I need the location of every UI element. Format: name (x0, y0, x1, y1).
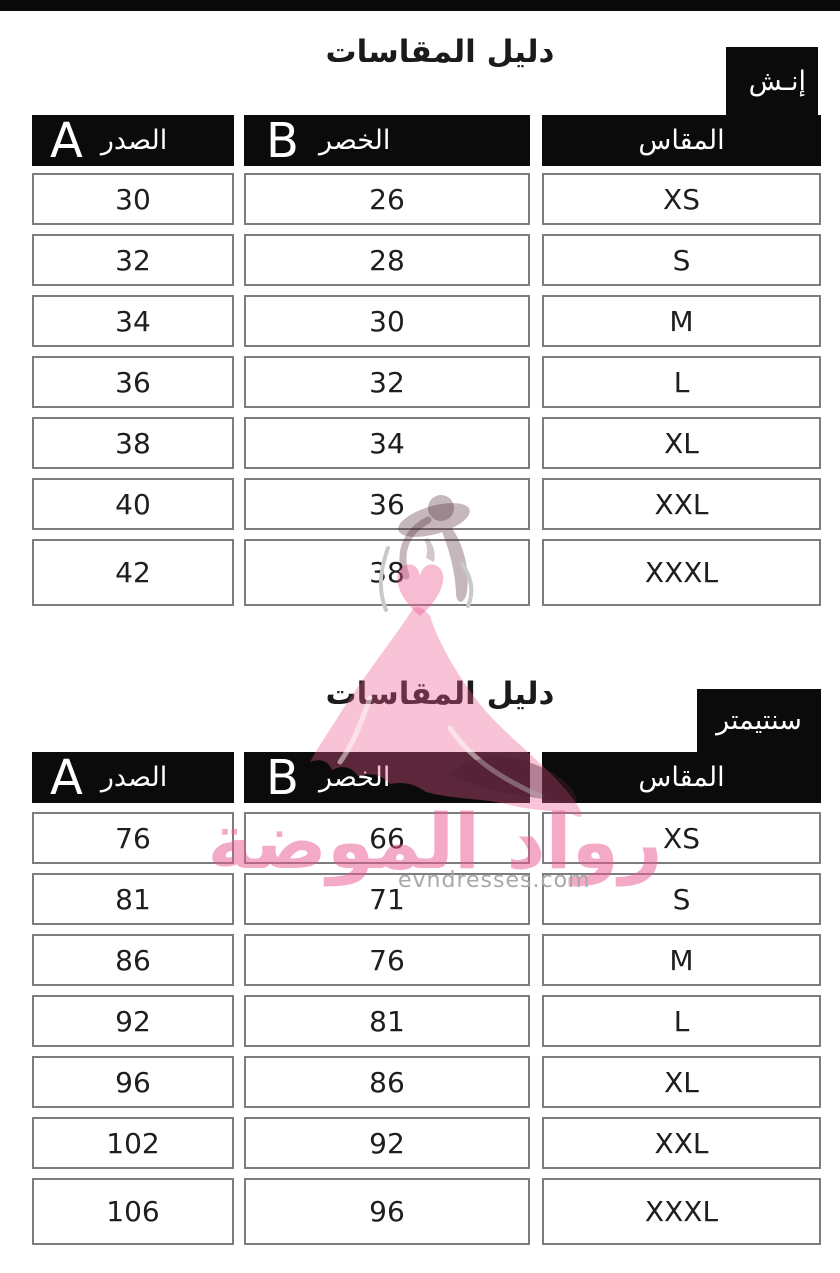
cell-chest: 40 (32, 478, 234, 530)
cell-waist: 66 (244, 812, 530, 864)
cell-chest: 34 (32, 295, 234, 347)
cell-waist: 76 (244, 934, 530, 986)
cell-chest: 86 (32, 934, 234, 986)
cell-chest: 30 (32, 173, 234, 225)
size-label: المقاس (638, 125, 725, 156)
cell-size: M (542, 295, 821, 347)
cell-waist: 81 (244, 995, 530, 1047)
cell-chest: 76 (32, 812, 234, 864)
cell-chest: 81 (32, 873, 234, 925)
chest-label: الصدر (100, 762, 168, 793)
chest-letter: A (50, 749, 83, 806)
table-row: 86 76 M (32, 934, 840, 986)
table-row: 96 86 XL (32, 1056, 840, 1108)
cell-size: S (542, 234, 821, 286)
cell-chest: 102 (32, 1117, 234, 1169)
header-waist: B الخصر (244, 752, 530, 803)
cell-chest: 38 (32, 417, 234, 469)
cell-size: XL (542, 417, 821, 469)
header-chest: A الصدر (32, 752, 234, 803)
table-row: 40 36 XXL (32, 478, 840, 530)
waist-letter: B (266, 112, 299, 169)
cell-size: L (542, 356, 821, 408)
unit-badge-cm: سنتيمتر (697, 689, 821, 752)
cell-waist: 92 (244, 1117, 530, 1169)
cell-size: XXL (542, 1117, 821, 1169)
cell-chest: 96 (32, 1056, 234, 1108)
table-row: 76 66 XS (32, 812, 840, 864)
cell-chest: 36 (32, 356, 234, 408)
cell-waist: 34 (244, 417, 530, 469)
table-row: 36 32 L (32, 356, 840, 408)
cell-waist: 32 (244, 356, 530, 408)
cell-waist: 38 (244, 539, 530, 606)
header-size: المقاس (542, 752, 821, 803)
section-title-inches: دليل المقاسات (325, 34, 555, 70)
table-header-inches: A الصدر B الخصر المقاس (0, 115, 840, 166)
top-bar (0, 0, 840, 11)
cell-chest: 106 (32, 1178, 234, 1245)
cell-waist: 71 (244, 873, 530, 925)
cell-size: XXXL (542, 1178, 821, 1245)
table-row: 92 81 L (32, 995, 840, 1047)
table-row: 38 34 XL (32, 417, 840, 469)
table-row: 32 28 S (32, 234, 840, 286)
cell-size: L (542, 995, 821, 1047)
cell-size: XL (542, 1056, 821, 1108)
table-row: 106 96 XXXL (32, 1178, 840, 1245)
cell-waist: 86 (244, 1056, 530, 1108)
cell-size: XS (542, 173, 821, 225)
table-header-cm: A الصدر B الخصر المقاس (0, 752, 840, 803)
cell-chest: 92 (32, 995, 234, 1047)
waist-label: الخصر (318, 762, 391, 793)
header-waist: B الخصر (244, 115, 530, 166)
table-row: 102 92 XXL (32, 1117, 840, 1169)
cell-waist: 30 (244, 295, 530, 347)
cell-chest: 32 (32, 234, 234, 286)
cell-waist: 96 (244, 1178, 530, 1245)
cell-size: XS (542, 812, 821, 864)
size-label: المقاس (638, 762, 725, 793)
unit-badge-inch: إنـش (726, 47, 818, 115)
cell-waist: 36 (244, 478, 530, 530)
waist-label: الخصر (318, 125, 391, 156)
table-body-cm: 76 66 XS 81 71 S 86 76 M 92 81 L 96 86 XL 102 92 XXL 106 96… (32, 812, 840, 1245)
cell-waist: 28 (244, 234, 530, 286)
chest-label: الصدر (100, 125, 168, 156)
table-row: 34 30 M (32, 295, 840, 347)
cell-size: S (542, 873, 821, 925)
cell-size: M (542, 934, 821, 986)
header-chest: A الصدر (32, 115, 234, 166)
chest-letter: A (50, 112, 83, 169)
table-row: 81 71 S (32, 873, 840, 925)
cell-size: XXXL (542, 539, 821, 606)
table-row: 42 38 XXXL (32, 539, 840, 606)
table-row: 30 26 XS (32, 173, 840, 225)
waist-letter: B (266, 749, 299, 806)
table-body-inches: 30 26 XS 32 28 S 34 30 M 36 32 L 38 34 XL 40 36 XXL 42 38 XX… (32, 173, 840, 606)
header-size: المقاس (542, 115, 821, 166)
cell-chest: 42 (32, 539, 234, 606)
cell-waist: 26 (244, 173, 530, 225)
cell-size: XXL (542, 478, 821, 530)
